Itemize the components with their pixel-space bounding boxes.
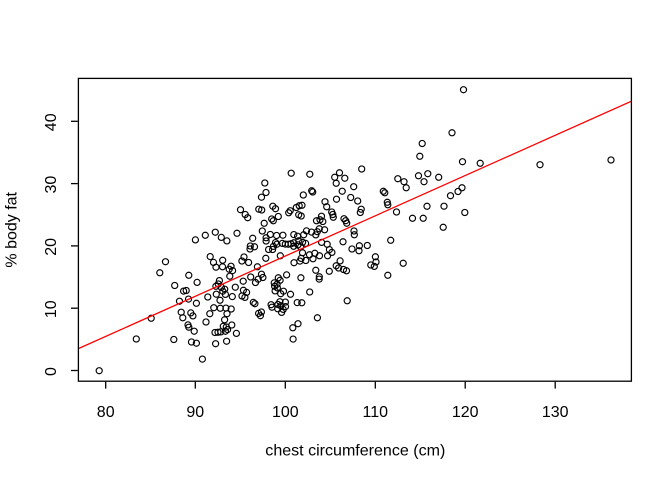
svg-text:30: 30 — [43, 176, 60, 194]
svg-text:10: 10 — [43, 300, 60, 318]
svg-text:0: 0 — [43, 367, 60, 376]
svg-text:110: 110 — [363, 404, 389, 421]
svg-text:80: 80 — [97, 404, 115, 421]
svg-text:90: 90 — [186, 404, 204, 421]
svg-text:120: 120 — [452, 404, 479, 421]
svg-text:40: 40 — [43, 113, 60, 131]
svg-text:20: 20 — [43, 238, 60, 256]
svg-text:chest circumference (cm): chest circumference (cm) — [265, 443, 445, 460]
svg-text:130: 130 — [542, 404, 569, 421]
svg-text:% body fat: % body fat — [4, 191, 21, 267]
svg-text:100: 100 — [272, 404, 299, 421]
